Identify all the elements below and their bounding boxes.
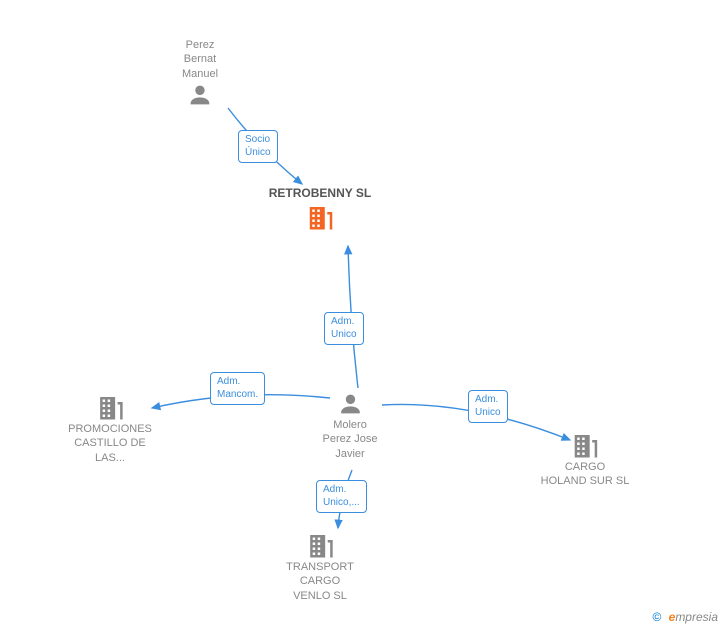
node-label-retrobenny: RETROBENNY SL xyxy=(269,186,371,202)
node-transport[interactable]: TRANSPORTCARGOVENLO SL xyxy=(286,530,354,603)
node-perez[interactable]: PerezBernatManuel xyxy=(182,38,218,109)
node-molero[interactable]: MoleroPerez JoseJavier xyxy=(322,390,377,461)
node-label-cargo_holand: CARGOHOLAND SUR SL xyxy=(541,460,630,489)
node-label-molero: MoleroPerez JoseJavier xyxy=(322,418,377,461)
node-retrobenny[interactable]: RETROBENNY SL xyxy=(269,186,371,232)
building-icon xyxy=(305,530,335,560)
node-label-promociones: PROMOCIONESCASTILLO DELAS... xyxy=(68,422,152,465)
person-icon xyxy=(186,81,214,109)
edges-layer xyxy=(0,0,728,630)
brand-logo: empresia xyxy=(669,610,718,624)
edge-label-molero-retrobenny: Adm.Unico xyxy=(324,312,364,345)
edge-label-molero-promociones: Adm.Mancom. xyxy=(210,372,265,405)
node-cargo_holand[interactable]: CARGOHOLAND SUR SL xyxy=(541,430,630,489)
copyright-symbol: © xyxy=(652,610,661,624)
footer-credit: © empresia xyxy=(652,610,718,624)
building-icon xyxy=(305,202,335,232)
edge-label-molero-transport: Adm.Unico,... xyxy=(316,480,367,513)
node-promociones[interactable]: PROMOCIONESCASTILLO DELAS... xyxy=(68,392,152,465)
person-icon xyxy=(336,390,364,418)
node-label-perez: PerezBernatManuel xyxy=(182,38,218,81)
building-icon xyxy=(95,392,125,422)
building-icon xyxy=(570,430,600,460)
node-label-transport: TRANSPORTCARGOVENLO SL xyxy=(286,560,354,603)
edge-label-molero-cargo_holand: Adm.Unico xyxy=(468,390,508,423)
diagram-canvas: PerezBernatManuel RETROBENNY SL PROMOCIO… xyxy=(0,0,728,630)
edge-label-perez-retrobenny: SocioÚnico xyxy=(238,130,278,163)
